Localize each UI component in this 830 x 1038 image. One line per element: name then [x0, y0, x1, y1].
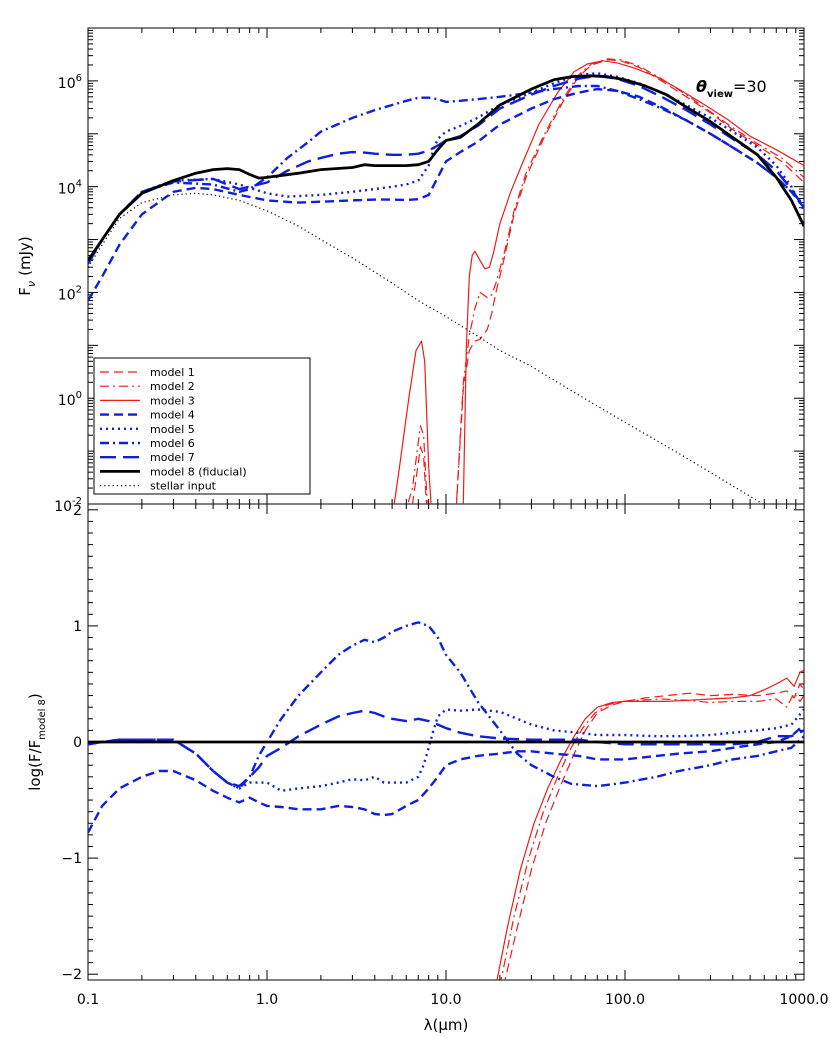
view-angle-text: =30 — [733, 77, 767, 96]
y-tick-exponent: 4 — [76, 179, 82, 190]
top-y-tick-label: 100 — [58, 390, 82, 409]
bottom-panel-x-tick-labels: 0.1 1.0 10.0 100.0 1000.0 — [77, 992, 829, 1008]
y-tick-exponent: 6 — [76, 73, 82, 84]
bottom-y-tick-label: 1 — [73, 619, 82, 635]
top-y-axis-label-sub: ν — [25, 281, 38, 287]
bottom-series-model-7 — [88, 709, 804, 788]
top-y-tick-label: 102 — [58, 284, 82, 303]
x-tick-label: 0.1 — [77, 992, 99, 1008]
bottom-panel-ticks — [87, 504, 804, 980]
top-y-axis-label-main: F — [16, 287, 34, 296]
bottom-series-model-3 — [496, 669, 804, 980]
top-series-model-3 — [393, 60, 804, 504]
y-tick-exponent: 2 — [76, 284, 82, 295]
view-angle-annotation: θview=30 — [696, 77, 767, 100]
legend-label: model 2 — [150, 380, 195, 393]
legend-label: model 7 — [150, 451, 195, 464]
legend-label: model 5 — [150, 423, 195, 436]
top-panel-ticks — [87, 28, 804, 505]
bottom-panel-series — [88, 621, 804, 980]
bottom-series-model-2 — [500, 692, 804, 980]
bottom-y-axis-label-end: ) — [26, 693, 44, 699]
y-tick-exponent: 0 — [76, 390, 82, 401]
y-tick-exponent: -2 — [72, 496, 82, 507]
y-tick-base: 10 — [58, 182, 76, 198]
x-axis-label: λ(μm) — [424, 1016, 469, 1034]
y-tick-base: 10 — [58, 393, 76, 409]
view-angle-sub: view — [707, 89, 733, 100]
bottom-y-axis-label-sub: model 8 — [37, 699, 48, 740]
view-angle-symbol: θ — [696, 77, 707, 96]
top-y-tick-label: 106 — [58, 73, 82, 92]
top-y-tick-label: 104 — [58, 179, 82, 198]
legend-label: model 4 — [150, 409, 195, 422]
top-series-model-7 — [88, 74, 804, 265]
y-tick-base: 10 — [58, 76, 76, 92]
legend-label: model 3 — [150, 394, 195, 407]
top-y-axis-label: Fν (mJy) — [16, 236, 38, 295]
top-series-model-8-fiducial — [88, 74, 804, 262]
top-series-model-4 — [88, 87, 804, 302]
bottom-y-tick-label: 2 — [73, 503, 82, 519]
legend-label: model 8 (fiducial) — [150, 465, 247, 478]
top-panel-series — [88, 58, 804, 504]
y-tick-base: 10 — [58, 287, 76, 303]
legend-label: model 1 — [150, 366, 195, 379]
legend-label: stellar input — [150, 480, 217, 493]
top-y-tick-label: 10-2 — [54, 496, 82, 515]
bottom-panel-y-tick-labels: −2 −1 0 1 2 — [61, 503, 82, 983]
bottom-y-tick-label: −1 — [61, 851, 82, 867]
x-tick-label: 1.0 — [256, 992, 278, 1008]
x-tick-label: 1000.0 — [780, 992, 829, 1008]
bottom-y-tick-label: −2 — [61, 967, 82, 983]
top-y-axis-label-unit: (mJy) — [16, 236, 34, 276]
top-series-model-1 — [411, 59, 804, 504]
bottom-y-axis-label: log(F/Fmodel 8) — [26, 693, 48, 791]
bottom-series-model-4 — [88, 723, 804, 834]
top-series-model-6 — [88, 84, 804, 265]
bottom-y-tick-label: 0 — [73, 735, 82, 751]
bottom-y-axis-label-main: log(F/F — [26, 740, 44, 791]
bottom-series-model-5 — [88, 708, 804, 792]
x-tick-label: 100.0 — [605, 992, 645, 1008]
bottom-series-model-6 — [88, 621, 804, 790]
x-tick-label: 10.0 — [430, 992, 461, 1008]
top-series-model-2 — [407, 58, 804, 504]
legend-label: model 6 — [150, 437, 195, 450]
y-tick-base: 10 — [54, 499, 72, 515]
bottom-series-model-1 — [504, 683, 804, 980]
